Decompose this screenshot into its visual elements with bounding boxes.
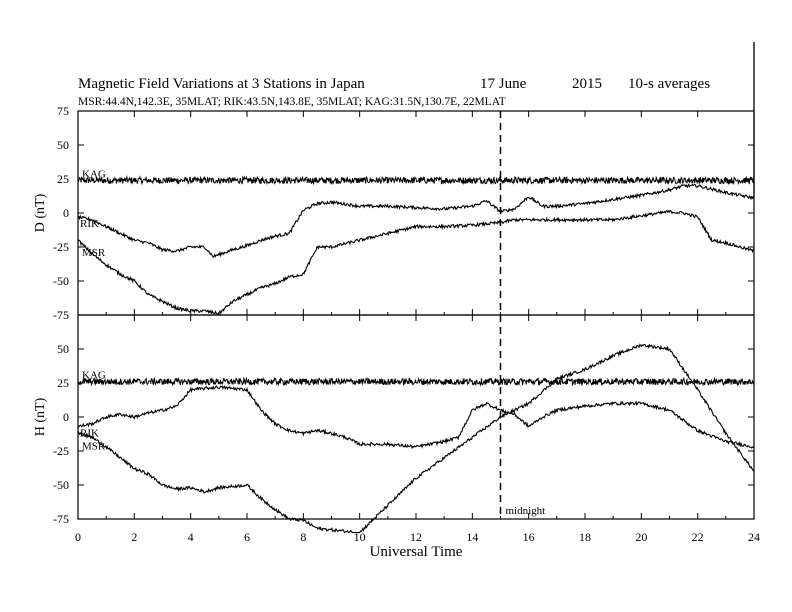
y-tick-label: 0 [63, 206, 69, 220]
series-line-rik [77, 183, 755, 259]
series-line-kag [77, 175, 755, 186]
x-axis-label: Universal Time [370, 544, 463, 560]
x-tick-label: 24 [748, 530, 760, 544]
chart-averaging: 10-s averages [628, 76, 710, 92]
x-tick-label: 18 [579, 530, 591, 544]
chart-year: 2015 [572, 76, 602, 92]
series-line-msr [77, 209, 755, 316]
y-tick-label: -50 [53, 478, 69, 492]
h-panel-ylabel: H (nT) [33, 397, 48, 436]
x-tick-label: 16 [523, 530, 535, 544]
d-panel-ylabel: D (nT) [33, 193, 48, 232]
y-tick-label: 50 [57, 342, 69, 356]
x-tick-label: 6 [244, 530, 250, 544]
series-line-rik [77, 384, 755, 450]
x-tick-label: 14 [466, 530, 478, 544]
x-tick-label: 10 [354, 530, 366, 544]
y-tick-label: 50 [57, 138, 69, 152]
y-tick-label: -75 [53, 512, 69, 526]
y-tick-label: -25 [53, 444, 69, 458]
series-line-kag [77, 376, 755, 387]
x-tick-label: 20 [635, 530, 647, 544]
d-panel-frame [77, 110, 755, 316]
chart-date: 17 June [480, 76, 527, 92]
series-label-msr: MSR [82, 247, 106, 259]
series-label-msr: MSR [82, 440, 106, 452]
x-tick-label: 22 [692, 530, 704, 544]
y-tick-label: 0 [63, 410, 69, 424]
series-label-kag: KAG [82, 370, 106, 382]
y-tick-label: -75 [53, 308, 69, 322]
series-label-rik: RIK [80, 218, 99, 230]
y-tick-label: 25 [57, 376, 69, 390]
midnight-label: midnight [506, 505, 546, 517]
y-tick-label: 25 [57, 172, 69, 186]
y-tick-label: 75 [57, 104, 69, 118]
chart-subtitle: MSR:44.4N,142.3E, 35MLAT; RIK:43.5N,143.… [78, 96, 506, 108]
x-tick-label: 2 [131, 530, 137, 544]
x-tick-label: 4 [188, 530, 194, 544]
y-tick-label: -25 [53, 240, 69, 254]
series-label-kag: KAG [82, 168, 106, 180]
series-line-msr [77, 343, 755, 534]
y-tick-label: -50 [53, 274, 69, 288]
chart-title: Magnetic Field Variations at 3 Stations … [78, 76, 365, 92]
x-tick-label: 12 [410, 530, 422, 544]
x-tick-label: 8 [300, 530, 306, 544]
series-label-rik: RIK [80, 428, 99, 440]
x-tick-label: 0 [75, 530, 81, 544]
